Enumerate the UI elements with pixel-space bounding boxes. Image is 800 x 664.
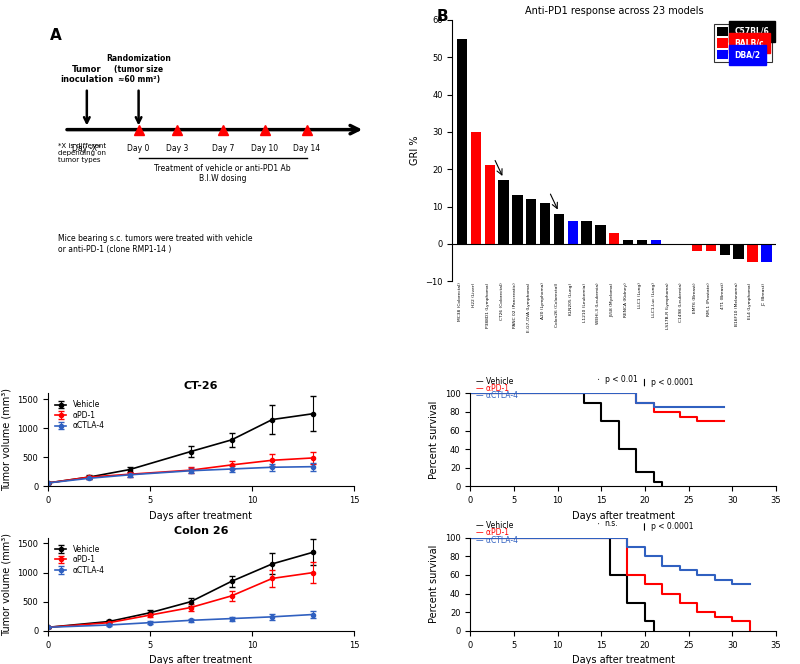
Text: Day 10: Day 10 [251,144,278,153]
Text: Randomization
(tumor size
≈60 mm²): Randomization (tumor size ≈60 mm²) [106,54,171,84]
Title: Colon 26: Colon 26 [174,525,228,535]
Text: B: B [436,9,448,25]
Text: — αCTLA-4: — αCTLA-4 [476,392,518,400]
Legend: Vehicle, αPD-1, αCTLA-4: Vehicle, αPD-1, αCTLA-4 [52,542,107,578]
Text: Mice bearing s.c. tumors were treated with vehicle
or anti-PD-1 (clone RMP1-14 ): Mice bearing s.c. tumors were treated wi… [58,234,252,254]
Bar [595,225,606,244]
Text: A: A [50,28,62,42]
Bar [623,240,634,244]
Bar [650,240,661,244]
Bar [470,132,481,244]
Bar [554,214,564,244]
Y-axis label: GRI %: GRI % [410,135,420,165]
Bar [637,240,647,244]
Text: p < 0.0001: p < 0.0001 [650,378,693,386]
Legend: C57BL/6, BALB/c, DBA/2: C57BL/6, BALB/c, DBA/2 [714,24,772,62]
Bar [747,244,758,262]
Title: CT-26: CT-26 [184,381,218,391]
Text: — Vehicle: — Vehicle [476,376,514,386]
Text: p < 0.0001: p < 0.0001 [650,522,693,531]
Bar [485,165,495,244]
Bar [457,39,467,244]
Legend: Vehicle, αPD-1, αCTLA-4: Vehicle, αPD-1, αCTLA-4 [52,397,107,434]
Text: Day 3: Day 3 [166,144,189,153]
Bar [498,181,509,244]
Text: — αCTLA-4: — αCTLA-4 [476,536,518,545]
Title: Anti-PD1 response across 23 models: Anti-PD1 response across 23 models [525,7,703,17]
Text: Treatment of vehicle or anti-PD1 Ab
B.I.W dosing: Treatment of vehicle or anti-PD1 Ab B.I.… [154,163,291,183]
Bar [720,244,730,255]
Text: — Vehicle: — Vehicle [476,521,514,530]
Text: p < 0.01: p < 0.01 [605,375,638,384]
Bar [540,203,550,244]
Text: Day 7: Day 7 [211,144,234,153]
Y-axis label: Tumor volume (mm³): Tumor volume (mm³) [2,388,12,491]
Bar [761,244,771,262]
Text: — αPD-1: — αPD-1 [476,384,510,393]
X-axis label: Days after treatment: Days after treatment [571,655,674,664]
Bar [609,232,619,244]
X-axis label: Days after treatment: Days after treatment [571,511,674,521]
Bar [512,195,522,244]
Text: n.s.: n.s. [605,519,618,528]
Bar [706,244,716,251]
Text: — αPD-1: — αPD-1 [476,529,510,537]
X-axis label: Days after treatment: Days after treatment [150,655,253,664]
Text: *X is different
depending on
tumor types: *X is different depending on tumor types [58,143,106,163]
Bar [526,199,537,244]
Y-axis label: Percent survival: Percent survival [429,545,439,623]
Y-axis label: Tumor volume (mm³): Tumor volume (mm³) [2,533,12,635]
Text: Day 0: Day 0 [127,144,150,153]
Text: Day 14: Day 14 [294,144,321,153]
Bar [567,221,578,244]
Y-axis label: Percent survival: Percent survival [429,400,439,479]
Bar [734,244,744,259]
X-axis label: Days after treatment: Days after treatment [150,511,253,521]
Bar [692,244,702,251]
Text: Day -X*: Day -X* [72,144,102,153]
Text: Tumor
inoculation: Tumor inoculation [60,64,114,84]
Bar [582,221,592,244]
